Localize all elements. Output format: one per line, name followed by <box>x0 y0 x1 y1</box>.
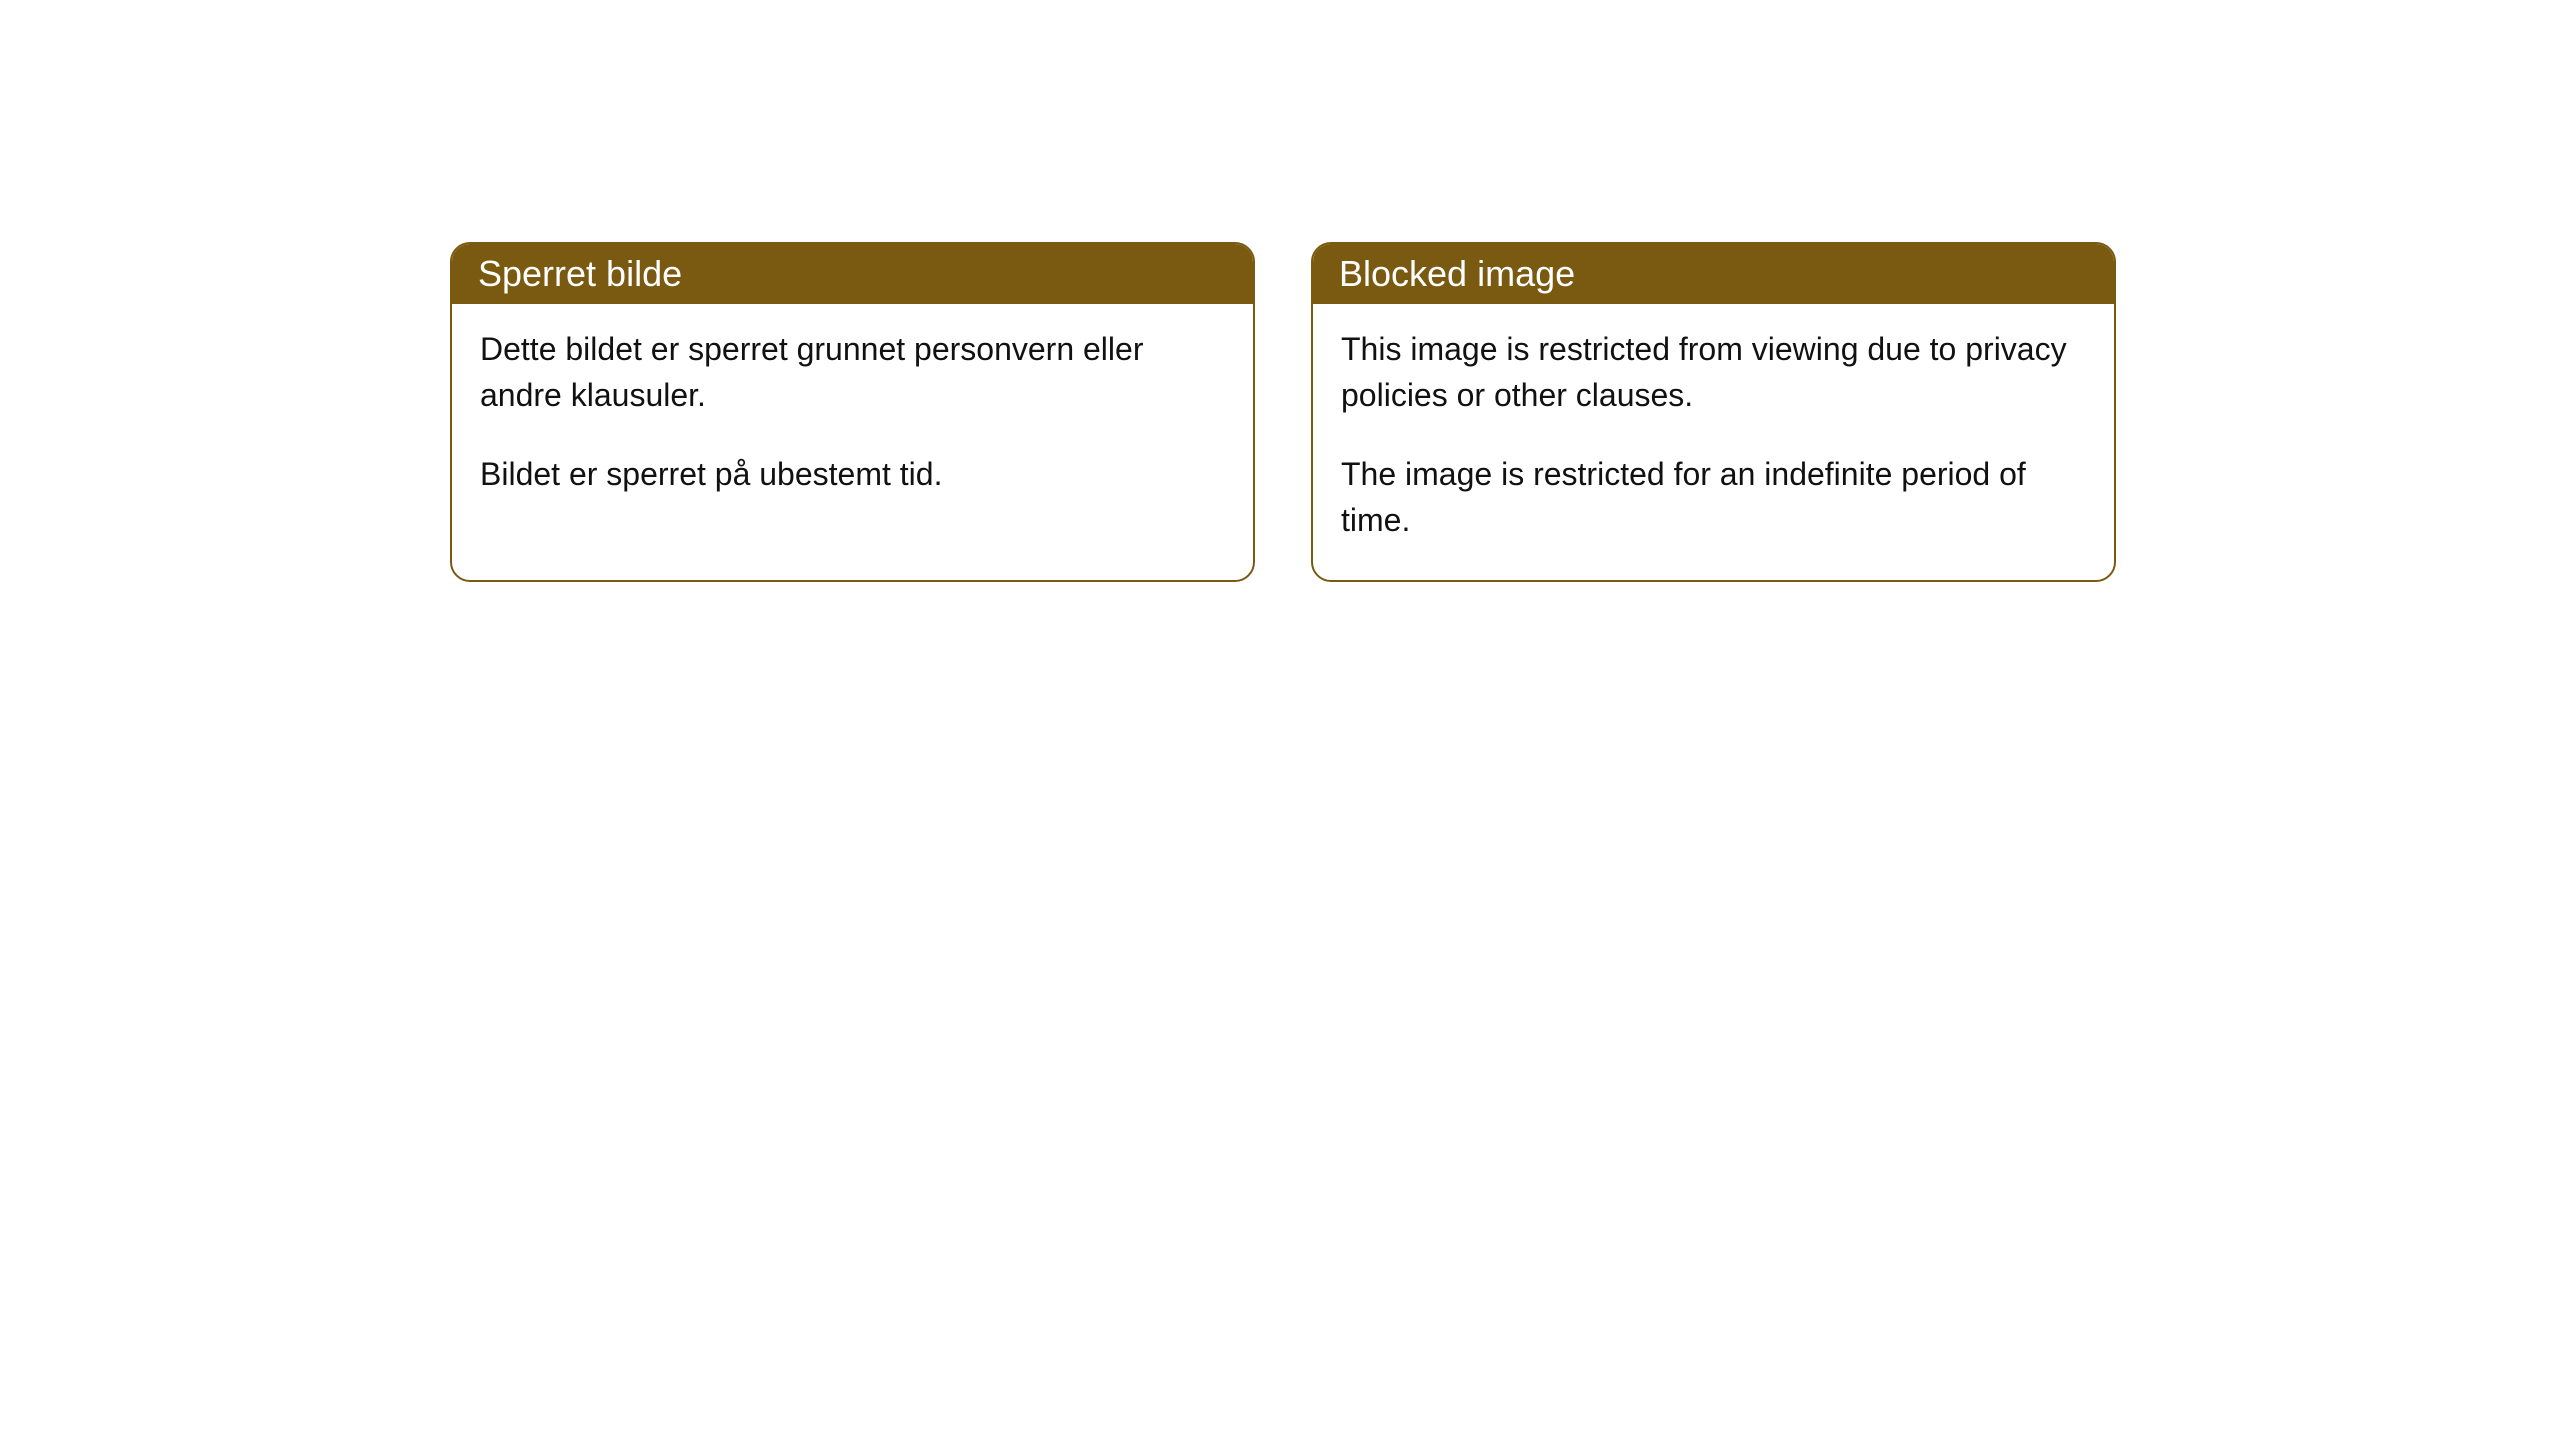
card-body-no: Dette bildet er sperret grunnet personve… <box>452 304 1253 533</box>
card-paragraph: Dette bildet er sperret grunnet personve… <box>480 326 1225 419</box>
card-paragraph: This image is restricted from viewing du… <box>1341 326 2086 419</box>
blocked-image-card-en: Blocked image This image is restricted f… <box>1311 242 2116 582</box>
card-body-en: This image is restricted from viewing du… <box>1313 304 2114 580</box>
card-header-en: Blocked image <box>1313 244 2114 304</box>
card-header-no: Sperret bilde <box>452 244 1253 304</box>
cards-container: Sperret bilde Dette bildet er sperret gr… <box>0 0 2560 582</box>
card-paragraph: The image is restricted for an indefinit… <box>1341 451 2086 544</box>
blocked-image-card-no: Sperret bilde Dette bildet er sperret gr… <box>450 242 1255 582</box>
card-paragraph: Bildet er sperret på ubestemt tid. <box>480 451 1225 497</box>
